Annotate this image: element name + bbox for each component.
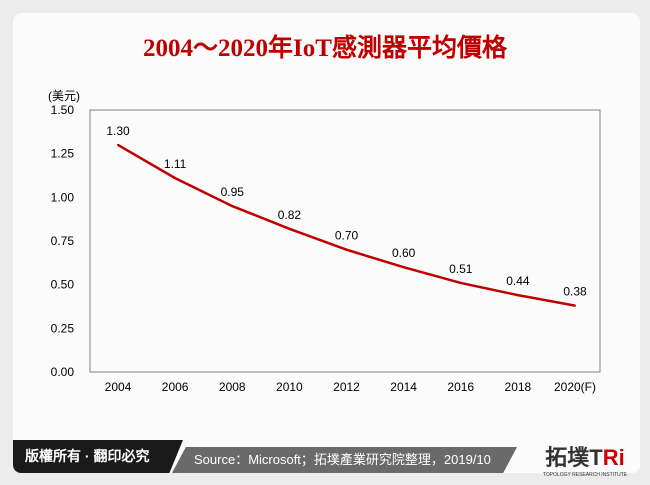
y-tick-label: 1.00 (51, 190, 75, 204)
x-tick-label: 2012 (333, 380, 360, 394)
y-tick-label: 0.50 (51, 278, 75, 292)
y-tick-label: 0.75 (51, 234, 75, 248)
data-label: 0.44 (506, 274, 530, 288)
data-point (459, 281, 462, 284)
y-tick-label: 1.50 (51, 103, 75, 117)
data-point (516, 294, 519, 297)
logo-subtitle: TOPOLOGY RESEARCH INSTITUTE (542, 472, 628, 478)
data-label: 0.70 (335, 229, 359, 243)
logo: 拓墣TRi TOPOLOGY RESEARCH INSTITUTE (530, 440, 640, 478)
data-label: 0.60 (392, 246, 416, 260)
y-axis-unit: (美元) (48, 89, 80, 103)
data-label: 1.30 (106, 124, 130, 138)
data-label: 0.95 (221, 185, 245, 199)
x-tick-label: 2006 (162, 380, 189, 394)
x-tick-label: 2018 (505, 380, 532, 394)
plot-area (89, 109, 601, 373)
data-point (174, 177, 177, 180)
y-tick-label: 1.25 (51, 147, 75, 161)
y-tick-label: 0.25 (51, 321, 75, 335)
x-tick-label: 2004 (105, 380, 132, 394)
y-tick-label: 0.00 (51, 365, 75, 379)
data-label: 0.51 (449, 262, 473, 276)
data-point (345, 248, 348, 251)
copyright-notice: 版權所有 · 翻印必究 (13, 440, 183, 473)
x-tick-label: 2010 (276, 380, 303, 394)
data-label: 0.38 (563, 285, 587, 299)
data-point (231, 205, 234, 208)
data-label: 1.11 (164, 157, 187, 171)
source-note: Source：Microsoft；拓墣產業研究院整理，2019/10 (172, 447, 517, 473)
data-point (402, 266, 405, 269)
chart-title: 2004～2020年IoT感測器平均價格 (143, 35, 507, 62)
x-tick-label: 2020(F) (554, 380, 596, 394)
x-tick-label: 2008 (219, 380, 246, 394)
x-tick-label: 2014 (390, 380, 417, 394)
data-label: 0.82 (278, 208, 302, 222)
data-point (574, 304, 576, 307)
x-tick-label: 2016 (447, 380, 474, 394)
data-point (117, 143, 119, 146)
data-point (288, 227, 291, 230)
